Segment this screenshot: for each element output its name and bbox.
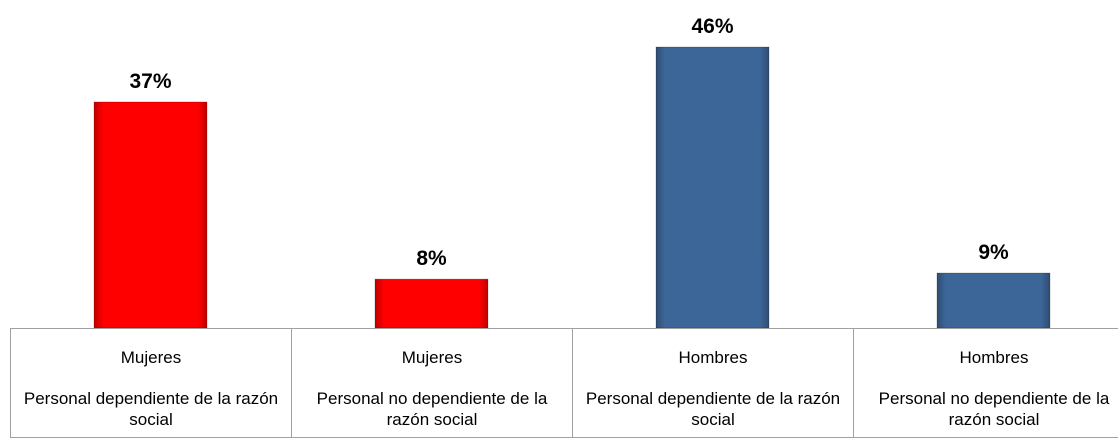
group-label: Mujeres [401,348,463,367]
group-label: Hombres [959,348,1029,367]
value-label: 8% [416,247,447,270]
page: 37% 8% 46% 9% Mujeres Personal dependiente d… [10,15,1118,438]
category-label: Personal no dependiente de la razón soci… [878,389,1110,429]
bar-group [936,272,1051,329]
value-label: 46% [691,15,733,38]
bar-group [93,101,208,329]
chart: 37% 8% 46% 9% [93,15,1051,329]
category-label: Personal no dependiente de la razón soci… [316,389,548,429]
category-cell: Hombres Personal no dependiente de la raz… [853,328,1118,438]
category-cell: Hombres Personal dependiente de la razón … [572,328,853,438]
group-label: Hombres [678,348,748,367]
category-label: Personal dependiente de la razón social [23,389,279,429]
group-label: Mujeres [120,348,182,367]
category-cell: Mujeres Personal no dependiente de la raz… [291,328,572,438]
bar-shade [94,101,207,328]
bar-group [655,46,770,329]
bar-group [374,278,489,329]
bar-shade [656,47,769,328]
value-label: 9% [978,241,1009,264]
category-cell: Mujeres Personal dependiente de la razón … [10,328,291,438]
value-label: 37% [129,70,171,93]
category-label: Personal dependiente de la razón social [585,389,841,429]
bar-shade [937,273,1050,328]
bar-shade [375,279,488,328]
